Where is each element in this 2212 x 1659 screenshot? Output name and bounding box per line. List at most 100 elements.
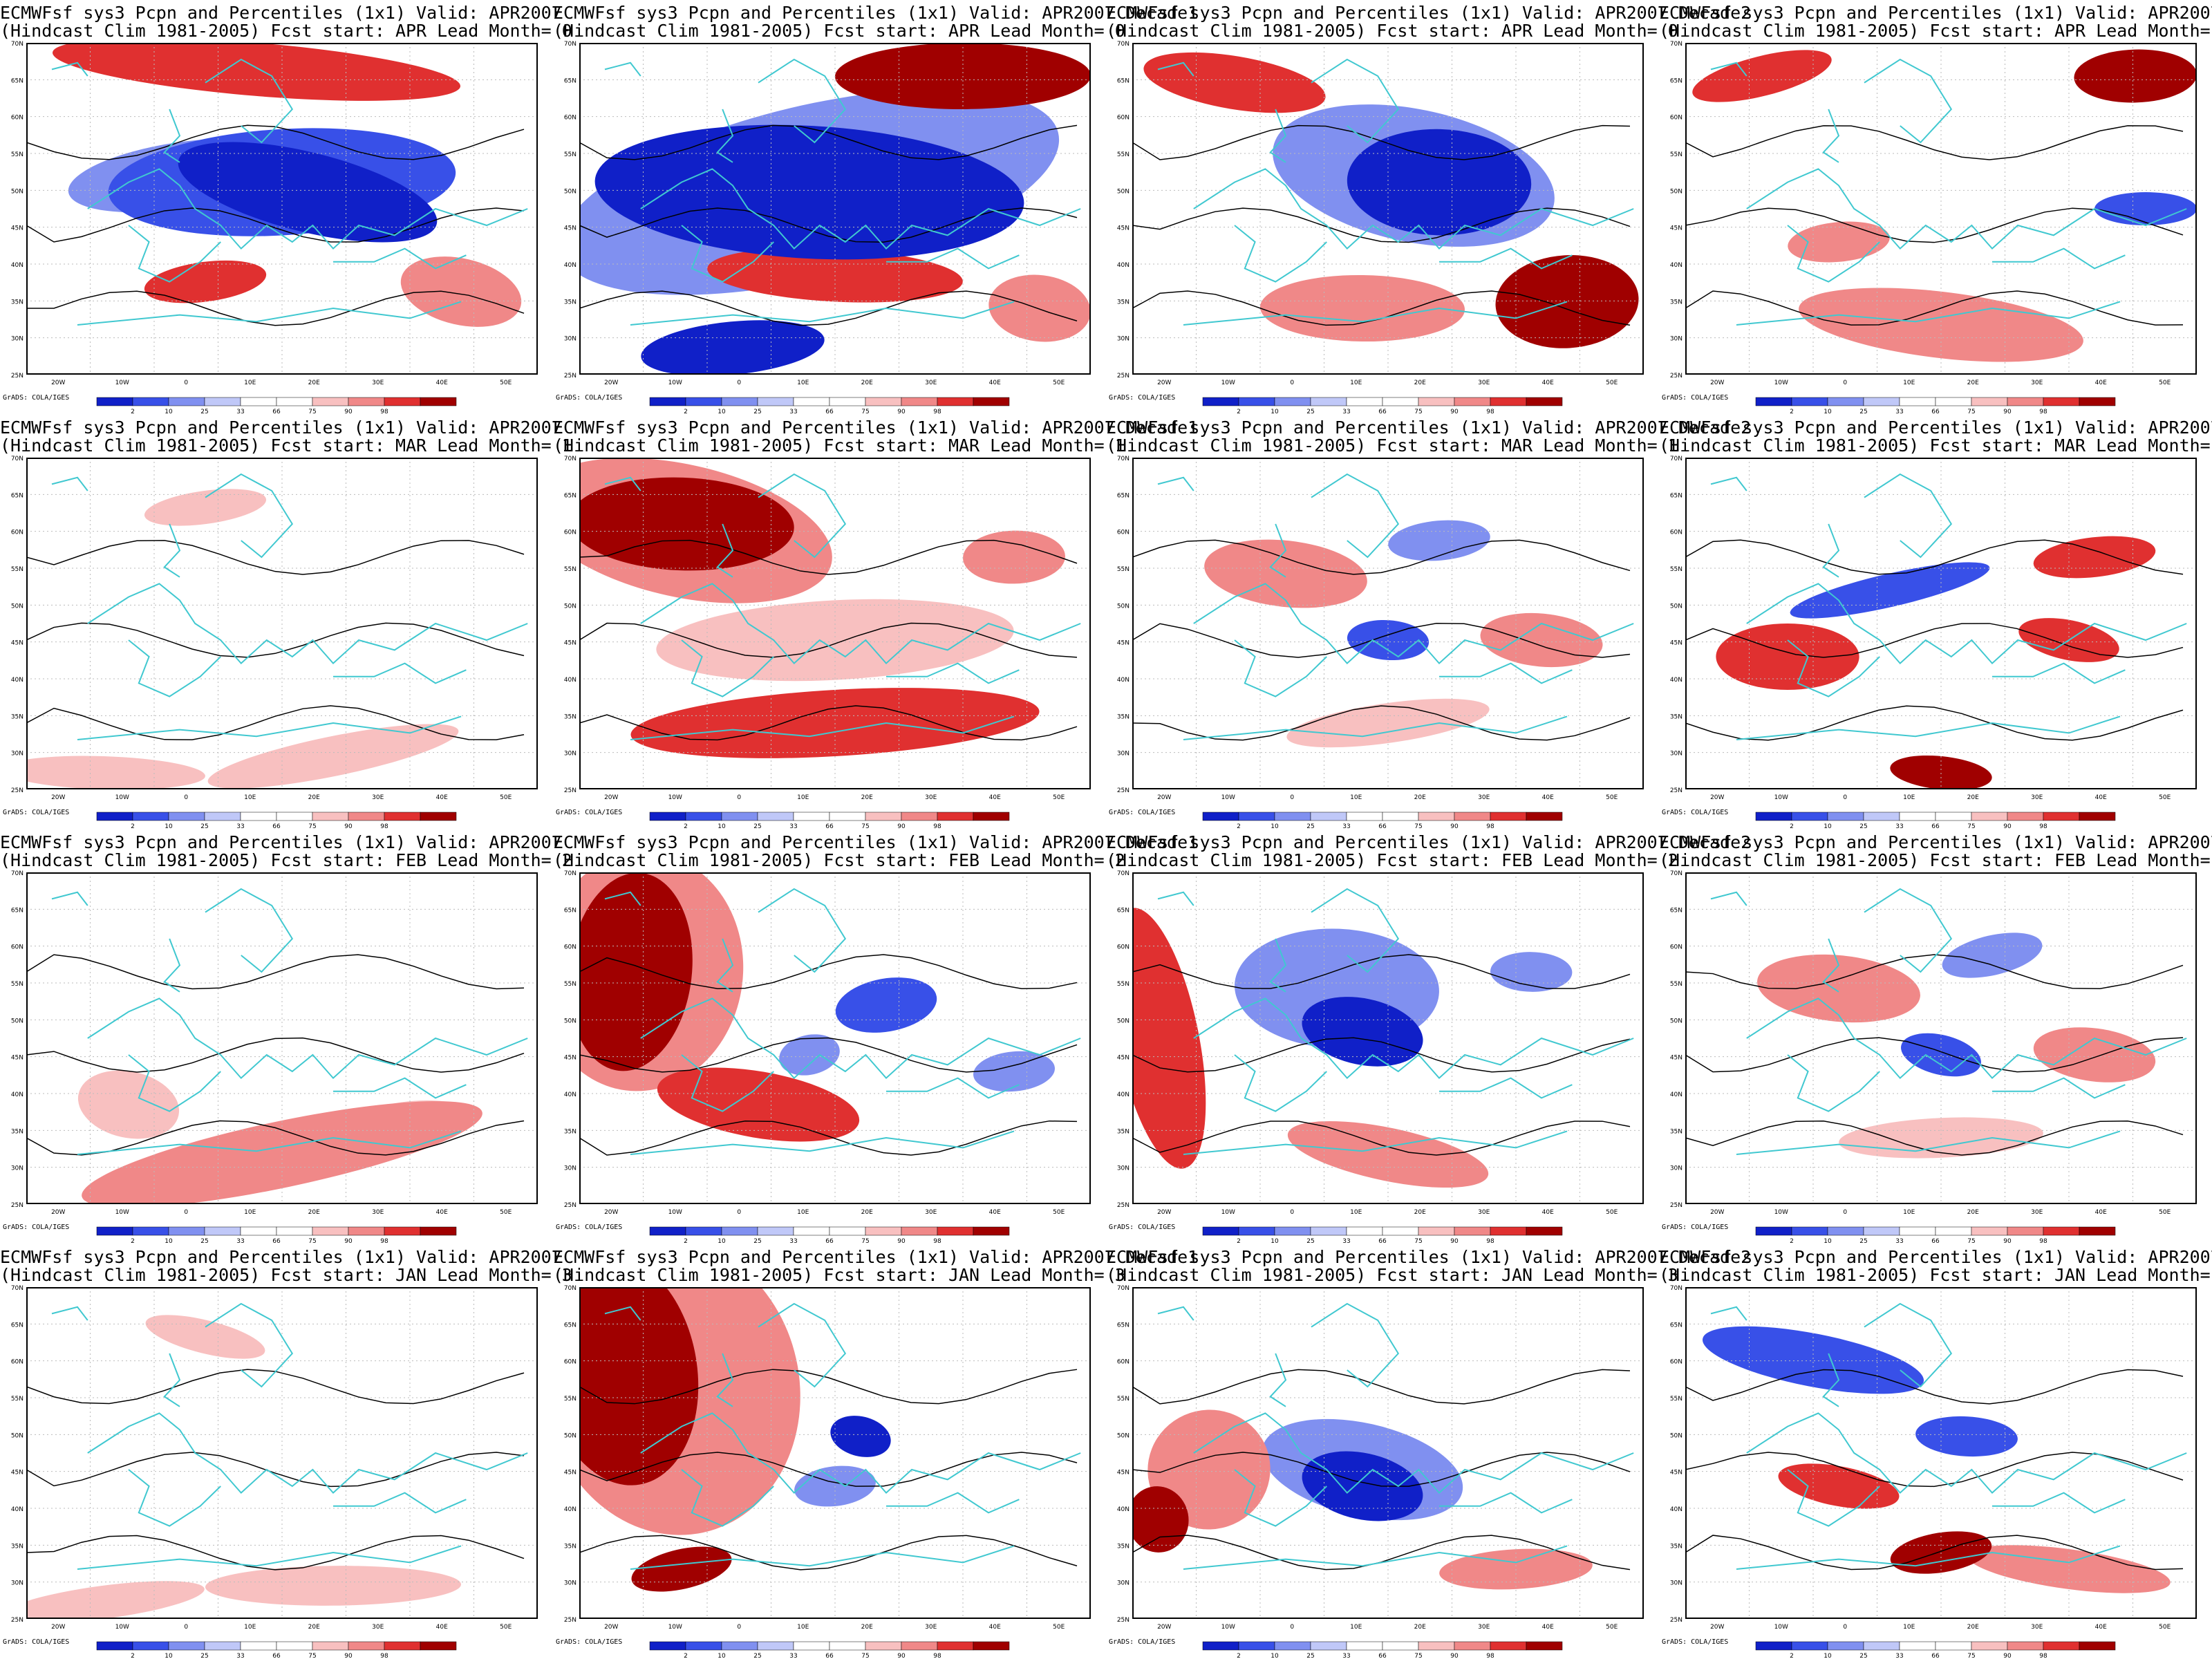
lon-label: 20E xyxy=(1414,1624,1426,1631)
colorbar-swatch xyxy=(1935,1641,1972,1651)
contour-line xyxy=(26,954,525,990)
lat-label: 70N xyxy=(1670,870,1683,877)
lat-label: 60N xyxy=(564,115,577,122)
colorbar-swatch xyxy=(757,397,794,406)
coastline xyxy=(758,888,847,973)
colorbar-tick-label: 10 xyxy=(1824,1653,1832,1659)
lat-label: 40N xyxy=(564,677,577,684)
lat-label: 60N xyxy=(11,115,24,122)
coastline xyxy=(51,891,88,906)
coastline xyxy=(1157,62,1194,77)
colorbar-swatch xyxy=(1382,1641,1419,1651)
colorbar-tick-label: 66 xyxy=(825,1653,834,1659)
colorbar-swatch xyxy=(240,397,277,406)
lat-label: 30N xyxy=(1670,751,1683,758)
colorbar-swatch xyxy=(1490,812,1527,821)
lat-label: 35N xyxy=(1117,299,1130,306)
coastline xyxy=(1992,1492,2126,1514)
lon-label: 20W xyxy=(604,1624,618,1631)
coastline xyxy=(1710,62,1747,77)
coastline xyxy=(604,1306,641,1321)
coastline xyxy=(163,523,181,578)
coastline xyxy=(87,583,528,665)
lon-label: 50E xyxy=(1606,794,1618,801)
colorbar-tick-label: 90 xyxy=(1450,1653,1459,1659)
colorbar-tick-label: 90 xyxy=(1450,1238,1459,1244)
lon-label: 10W xyxy=(1774,379,1788,386)
lat-label: 55N xyxy=(1670,566,1683,573)
panel-title-line2: (Hindcast Clim 1981-2005) Fcst start: MA… xyxy=(1106,435,1678,456)
coastline xyxy=(681,639,774,697)
lat-label: 40N xyxy=(11,677,24,684)
above-normal-area xyxy=(145,1315,265,1359)
lat-label: 40N xyxy=(564,1091,577,1098)
panel-title-line1: ECMWFsf sys3 Pcpn and Percentiles (1x1) … xyxy=(1659,3,2212,23)
forecast-panel: ECMWFsf sys3 Pcpn and Percentiles (1x1) … xyxy=(553,0,1198,415)
lat-label: 40N xyxy=(1670,1506,1683,1513)
colorbar-swatch xyxy=(240,1641,277,1651)
lon-label: 20E xyxy=(1967,794,1979,801)
lat-label: 25N xyxy=(1670,787,1683,794)
lon-label: 10E xyxy=(244,379,256,386)
colorbar-swatch xyxy=(1971,1226,2008,1236)
contour-line xyxy=(1132,124,1631,160)
lat-label: 65N xyxy=(1117,492,1130,499)
colorbar-tick-label: 25 xyxy=(753,409,761,415)
lon-label: 0 xyxy=(1843,1209,1847,1216)
lon-label: 10W xyxy=(1221,1209,1235,1216)
colorbar-tick-label: 10 xyxy=(165,409,173,415)
colorbar-tick-label: 25 xyxy=(1306,823,1314,830)
lat-label: 55N xyxy=(1117,1396,1130,1403)
contour-line xyxy=(1685,125,2184,160)
colorbar-swatch xyxy=(1526,812,1563,821)
lon-label: 0 xyxy=(1290,1624,1294,1631)
coastline xyxy=(1710,1306,1747,1321)
coastline xyxy=(1269,1353,1287,1407)
lon-label: 10E xyxy=(1903,794,1915,801)
colorbar-swatch xyxy=(384,812,421,821)
panel-title-line1: ECMWFsf sys3 Pcpn and Percentiles (1x1) … xyxy=(1106,3,1752,23)
lon-label: 20E xyxy=(308,794,320,801)
colorbar-tick-label: 66 xyxy=(1378,409,1387,415)
colorbar-swatch xyxy=(829,1226,866,1236)
lat-label: 25N xyxy=(1670,1617,1683,1624)
colorbar-tick-label: 66 xyxy=(1931,1238,1940,1244)
coastline xyxy=(1439,1077,1573,1099)
panel-title-line2: (Hindcast Clim 1981-2005) Fcst start: JA… xyxy=(1659,1265,2212,1285)
contour-line xyxy=(579,1535,1078,1571)
lon-label: 30E xyxy=(925,1624,937,1631)
lat-label: 25N xyxy=(1670,1202,1683,1209)
colorbar-swatch xyxy=(973,812,1010,821)
lon-label: 30E xyxy=(372,1624,384,1631)
lat-label: 55N xyxy=(11,1396,24,1403)
lat-label: 25N xyxy=(1117,787,1130,794)
colorbar-swatch xyxy=(685,1226,722,1236)
lon-label: 20E xyxy=(1414,794,1426,801)
lat-label: 55N xyxy=(564,151,577,158)
colorbar-tick-label: 98 xyxy=(1486,1653,1494,1659)
lon-label: 10W xyxy=(1221,1624,1235,1631)
grads-credit: GrADS: COLA/IGES xyxy=(3,394,70,402)
lat-label: 30N xyxy=(1117,1580,1130,1587)
lon-label: 20E xyxy=(861,1624,873,1631)
colorbar-swatch xyxy=(276,397,313,406)
colorbar-tick-label: 98 xyxy=(2039,1238,2047,1244)
grads-credit: GrADS: COLA/IGES xyxy=(3,809,70,816)
colorbar-swatch xyxy=(420,397,457,406)
colorbar-swatch xyxy=(312,812,349,821)
lon-label: 10E xyxy=(797,379,809,386)
lat-label: 70N xyxy=(564,870,577,877)
lon-label: 20E xyxy=(861,794,873,801)
lon-label: 30E xyxy=(372,1209,384,1216)
lat-label: 40N xyxy=(1117,1091,1130,1098)
colorbar-tick-label: 98 xyxy=(380,1238,388,1244)
lat-label: 60N xyxy=(1670,944,1683,951)
map-axes: 70N 65N 60N 55N 50N 45N 40N 35N 30N 25N 20W 10W 0 10E… xyxy=(11,41,512,415)
colorbar-swatch xyxy=(757,812,794,821)
forecast-panel: ECMWFsf sys3 Pcpn and Percentiles (1x1) … xyxy=(553,415,1198,830)
colorbar-tick-label: 66 xyxy=(1378,1653,1387,1659)
colorbar-swatch xyxy=(1310,397,1347,406)
colorbar-swatch xyxy=(685,812,722,821)
colorbar-swatch xyxy=(1346,1641,1383,1651)
lon-label: 50E xyxy=(500,1624,512,1631)
